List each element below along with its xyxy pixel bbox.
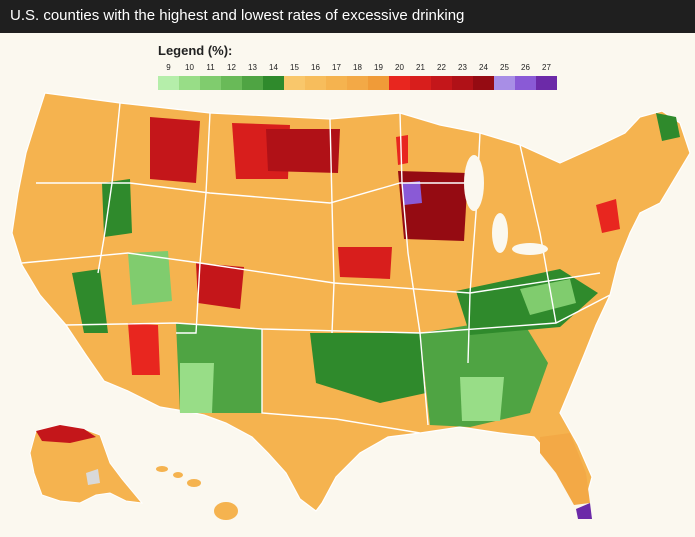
legend-label: 24	[479, 63, 488, 72]
region-wisconsin-red	[398, 171, 468, 241]
alaska-panhandle-gray	[86, 469, 100, 485]
legend-swatch	[389, 76, 410, 90]
page-title: U.S. counties with the highest and lowes…	[10, 7, 465, 24]
legend-label: 22	[437, 63, 446, 72]
legend-item: 14	[263, 63, 284, 93]
legend-item: 15	[284, 63, 305, 93]
legend-item: 11	[200, 63, 221, 93]
hawaii	[156, 466, 238, 520]
legend-swatch	[179, 76, 200, 90]
legend-item: 25	[494, 63, 515, 93]
region-idaho-green	[102, 179, 132, 237]
legend-item: 19	[368, 63, 389, 93]
legend-label: 26	[521, 63, 530, 72]
great-lakes	[464, 155, 548, 255]
legend-label: 23	[458, 63, 467, 72]
legend-swatch	[473, 76, 494, 90]
legend-swatch	[410, 76, 431, 90]
legend-swatch	[494, 76, 515, 90]
region-nd-east-red	[266, 129, 340, 173]
region-colorado-red	[196, 263, 244, 309]
legend-label: 9	[166, 63, 171, 72]
region-montana-red	[150, 117, 200, 183]
legend-swatch	[242, 76, 263, 90]
region-iowa-red	[338, 247, 392, 279]
legend-item: 16	[305, 63, 326, 93]
legend-label: 25	[500, 63, 509, 72]
legend-label: 15	[290, 63, 299, 72]
legend-swatch	[452, 76, 473, 90]
region-michigan-red	[396, 135, 408, 165]
legend-title: Legend (%):	[158, 43, 233, 58]
region-kentucky-light	[520, 279, 576, 315]
us-county-map	[11, 92, 691, 520]
legend-label: 20	[395, 63, 404, 72]
legend-swatch	[326, 76, 347, 90]
legend-label: 11	[206, 63, 215, 72]
title-bar: U.S. counties with the highest and lowes…	[0, 0, 695, 33]
region-utah-green	[128, 251, 172, 305]
region-alabama-light	[460, 377, 504, 421]
legend-label: 21	[416, 63, 425, 72]
region-florida-keys-purple	[576, 503, 592, 519]
contiguous-us	[11, 92, 691, 512]
legend-swatch	[284, 76, 305, 90]
legend-item: 20	[389, 63, 410, 93]
legend-swatch	[536, 76, 557, 90]
legend-swatch	[305, 76, 326, 90]
legend-label: 16	[311, 63, 320, 72]
state-borders	[21, 102, 611, 434]
legend-item: 27	[536, 63, 557, 93]
region-wisconsin-purple	[402, 181, 422, 205]
legend-item: 18	[347, 63, 368, 93]
legend-swatch	[368, 76, 389, 90]
legend-item: 22	[431, 63, 452, 93]
legend-item: 23	[452, 63, 473, 93]
region-nevada-red	[128, 323, 160, 375]
legend-swatch	[221, 76, 242, 90]
legend-swatch	[200, 76, 221, 90]
legend-item: 13	[242, 63, 263, 93]
legend-label: 18	[353, 63, 362, 72]
region-florida	[540, 433, 590, 505]
legend: 9 10 11 12 13 14 15 16 17 18 19 20 21 22 23 24 25 26 27	[158, 63, 557, 93]
legend-swatch	[158, 76, 179, 90]
legend-item: 12	[221, 63, 242, 93]
legend-label: 17	[332, 63, 341, 72]
legend-label: 12	[227, 63, 236, 72]
legend-item: 17	[326, 63, 347, 93]
legend-item: 24	[473, 63, 494, 93]
legend-item: 10	[179, 63, 200, 93]
legend-swatch	[347, 76, 368, 90]
region-southeast-green	[420, 317, 548, 427]
legend-label: 10	[185, 63, 194, 72]
region-new-york-red	[596, 199, 620, 233]
legend-label: 14	[269, 63, 278, 72]
alaska-north-slope	[36, 425, 96, 443]
region-nm-light	[180, 363, 214, 413]
region-nevada-green	[72, 269, 108, 333]
alaska	[29, 424, 144, 504]
legend-label: 27	[542, 63, 551, 72]
legend-label: 19	[374, 63, 383, 72]
legend-item: 9	[158, 63, 179, 93]
region-south-central-green	[310, 333, 426, 403]
region-maine-green	[656, 113, 680, 141]
legend-swatch	[263, 76, 284, 90]
legend-label: 13	[248, 63, 257, 72]
legend-item: 21	[410, 63, 431, 93]
legend-swatch	[515, 76, 536, 90]
legend-item: 26	[515, 63, 536, 93]
legend-swatch	[431, 76, 452, 90]
